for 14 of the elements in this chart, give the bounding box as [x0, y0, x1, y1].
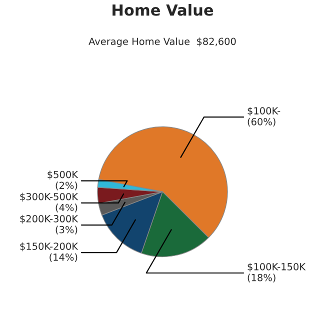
slice-label: $200K-300K: [20, 214, 78, 224]
chart-title: Home Value: [112, 4, 214, 16]
data-label: (60%): [248, 118, 276, 126]
chart-subtitle: Average Home Value $82,600: [88, 38, 236, 47]
slice-label: $100K-: [248, 106, 280, 116]
data-label: (18%): [248, 274, 276, 282]
data-label: (4%): [56, 204, 78, 212]
slice-label: $300K-500K: [20, 192, 78, 202]
slice-label: $150K-200K: [20, 242, 78, 252]
slice-label: $100K-150K: [248, 262, 306, 272]
slice-label: $500K: [48, 170, 78, 180]
data-label: (3%): [56, 226, 78, 234]
data-label: (2%): [56, 182, 78, 190]
data-label: (14%): [50, 253, 78, 262]
